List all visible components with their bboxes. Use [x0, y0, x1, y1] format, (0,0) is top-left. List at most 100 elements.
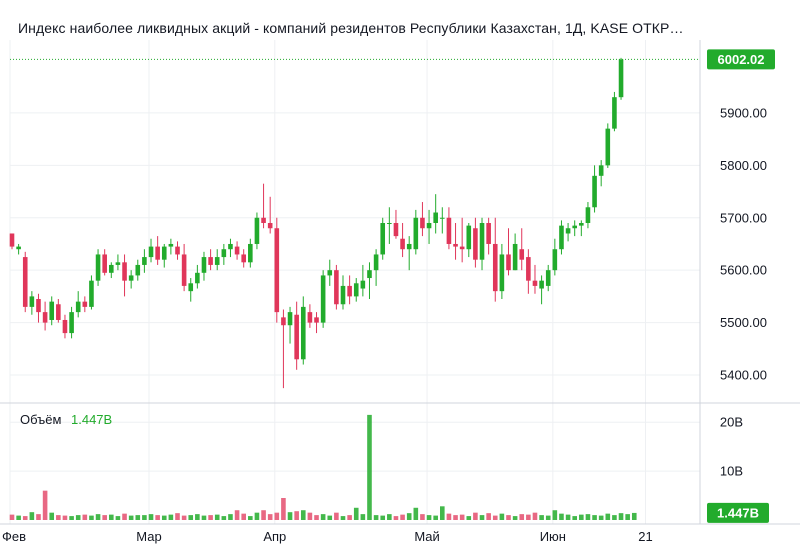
volume-bar — [320, 514, 326, 520]
candle — [142, 249, 147, 273]
candle — [387, 207, 392, 244]
candle-body — [506, 254, 511, 271]
volume-bar — [453, 515, 458, 520]
candle-body — [512, 243, 518, 271]
price-tick-label: 5900.00 — [720, 105, 767, 120]
candle — [168, 238, 174, 255]
candle — [393, 209, 399, 239]
candle-body — [360, 280, 366, 289]
candle-body — [135, 264, 141, 276]
candle-body — [426, 223, 432, 229]
volume-bar — [181, 515, 187, 520]
candle — [36, 293, 41, 323]
candle — [340, 275, 346, 310]
candle-body — [62, 319, 68, 334]
volume-bar — [115, 516, 121, 520]
volume-bar — [248, 516, 253, 520]
volume-bar — [267, 514, 273, 520]
candle — [175, 241, 180, 260]
candle-body — [579, 223, 584, 226]
volume-bar — [559, 513, 564, 520]
volume-bar — [254, 512, 260, 520]
candle — [506, 228, 511, 276]
volume-bar — [387, 514, 392, 520]
volume-bar — [82, 514, 88, 520]
volume-bar — [168, 514, 174, 520]
candle-body — [440, 217, 445, 219]
candle-body — [261, 217, 266, 223]
volume-bar — [241, 513, 246, 520]
volume-bar — [29, 512, 35, 520]
candle-body — [69, 312, 74, 334]
candle — [612, 91, 617, 132]
candle-body — [479, 223, 485, 260]
volume-bar — [347, 515, 352, 520]
candle — [499, 243, 505, 300]
volume-bar — [16, 515, 21, 520]
candle — [433, 194, 438, 234]
volume-bar — [102, 515, 107, 520]
volume-tick-label: 20B — [720, 415, 743, 430]
candle — [281, 309, 286, 389]
candle — [148, 238, 154, 263]
candle-body — [267, 223, 273, 229]
candle-body — [155, 246, 160, 260]
candle — [440, 207, 445, 234]
candle — [115, 254, 121, 271]
candle-body — [340, 285, 346, 305]
candle-body — [16, 246, 21, 250]
candle-body — [393, 223, 399, 237]
price-tick-label: 5700.00 — [720, 210, 767, 225]
candle — [559, 220, 564, 255]
candle — [539, 275, 544, 305]
candle-body — [281, 317, 286, 326]
volume-bar — [400, 514, 405, 520]
volume-series — [9, 414, 637, 520]
candle — [188, 278, 194, 302]
candle — [459, 217, 465, 263]
candle — [572, 220, 577, 237]
volume-bar — [406, 513, 412, 520]
volume-bar — [592, 515, 597, 520]
volume-bar — [433, 515, 438, 520]
volume-bar — [175, 513, 180, 520]
candle-body — [142, 257, 147, 265]
candle-body — [353, 283, 359, 297]
time-tick-label: Фев — [2, 529, 26, 544]
candle-body — [102, 254, 107, 273]
candle — [314, 312, 319, 334]
candle — [267, 196, 273, 234]
candle-body — [208, 257, 213, 265]
candle — [69, 306, 74, 339]
volume-bar — [479, 515, 485, 520]
candle-body — [82, 301, 88, 307]
price-axis: 5400.00 5500.00 5600.00 5700.00 5800.00 5900.… — [720, 105, 767, 478]
candle — [300, 296, 306, 365]
candle — [89, 275, 94, 310]
volume-bar — [492, 515, 498, 520]
candle-body — [413, 217, 419, 250]
volume-bar — [300, 510, 306, 520]
candle — [334, 264, 339, 310]
price-tick-label: 5600.00 — [720, 263, 767, 278]
candle-body — [307, 312, 313, 323]
candle-body — [466, 225, 472, 250]
candle-body — [334, 270, 339, 305]
candle — [234, 241, 240, 260]
candle — [453, 223, 458, 260]
grid-lines — [0, 40, 800, 525]
candle — [519, 228, 525, 271]
time-axis: Фев Мар Апр Май Июн 21 — [2, 529, 653, 544]
candle — [473, 217, 478, 268]
candle — [426, 209, 432, 244]
candle-body — [128, 275, 134, 281]
candle-body — [486, 223, 491, 244]
candle-body — [241, 254, 246, 263]
candle — [75, 291, 81, 318]
candle-body — [109, 264, 114, 273]
volume-bar — [221, 516, 227, 520]
candle — [128, 270, 134, 289]
volume-bar — [605, 513, 611, 520]
volume-bar — [161, 515, 167, 520]
